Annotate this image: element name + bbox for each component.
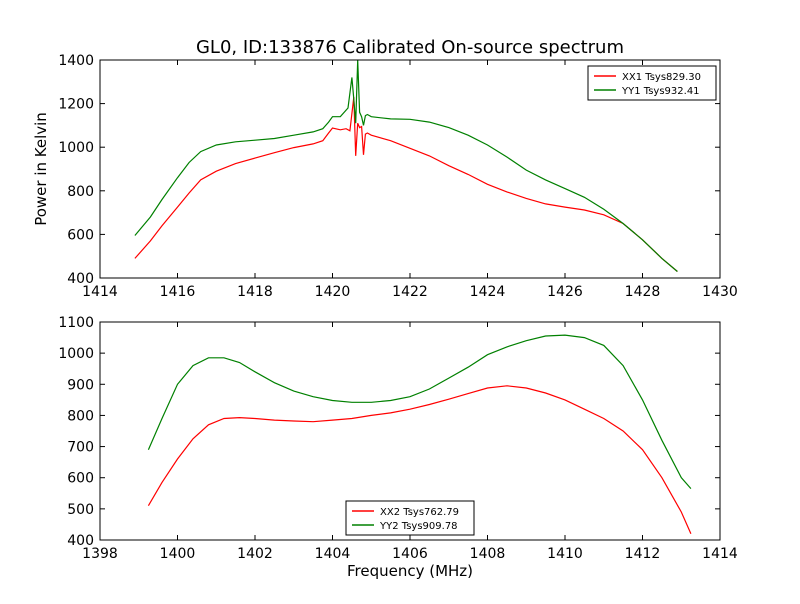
x-tick-label: 1428 <box>625 284 661 300</box>
y-tick-label: 1000 <box>58 346 94 362</box>
y-tick-label: 700 <box>67 440 94 456</box>
subplot-1: 1414 1416 1418 1420 1422 1424 1426 1428 1430 400 6… <box>32 53 738 300</box>
series-line-2-2 <box>147 334 692 489</box>
x-tick-label: 1398 <box>82 546 118 562</box>
series-line-1-2 <box>134 59 678 272</box>
y-axis-label: Power in Kelvin <box>32 112 50 226</box>
y-tick-label: 800 <box>67 408 94 424</box>
y-tick-label: 500 <box>67 502 94 518</box>
legend-label: YY1 Tsys932.41 <box>621 86 700 97</box>
y-tick-label: 1400 <box>58 53 94 69</box>
y-tick-label: 600 <box>67 471 94 487</box>
legend-label: XX2 Tsys762.79 <box>380 507 459 518</box>
x-tick-label: 1414 <box>702 546 738 562</box>
x-tick-label: 1416 <box>160 284 196 300</box>
x-axis-label: Frequency (MHz) <box>347 562 473 580</box>
x-tick-label: 1402 <box>237 546 273 562</box>
legend-2: XX2 Tsys762.79 YY2 Tsys909.78 <box>345 500 475 536</box>
x-tick-label: 1406 <box>392 546 428 562</box>
legend-label: XX1 Tsys829.30 <box>622 72 701 83</box>
y-tick-label: 1100 <box>58 315 94 331</box>
x-tick-label: 1412 <box>625 546 661 562</box>
legend-1: XX1 Tsys829.30 YY1 Tsys932.41 <box>587 65 717 101</box>
legend-box <box>587 65 717 101</box>
y-tick-label: 1200 <box>58 97 94 113</box>
y-tick-label: 400 <box>67 533 94 549</box>
x-tick-label: 1424 <box>470 284 506 300</box>
x-tick-label: 1430 <box>702 284 738 300</box>
series-line-1-1 <box>134 97 678 272</box>
legend-label: YY2 Tsys909.78 <box>379 521 458 532</box>
y-tick-label: 800 <box>67 184 94 200</box>
y-tick-label: 1000 <box>58 140 94 156</box>
x-tick-label: 1414 <box>82 284 118 300</box>
legend-box <box>345 500 475 536</box>
series-line-2-1 <box>147 385 692 535</box>
x-tick-label: 1408 <box>470 546 506 562</box>
y-tick-label: 900 <box>67 377 94 393</box>
y-tick-label: 400 <box>67 271 94 287</box>
figure-title: GL0, ID:133876 Calibrated On-source spec… <box>196 37 624 58</box>
x-tick-label: 1410 <box>547 546 583 562</box>
x-tick-label: 1418 <box>237 284 273 300</box>
x-tick-label: 1422 <box>392 284 428 300</box>
y-tick-label: 600 <box>67 227 94 243</box>
x-tick-label: 1426 <box>547 284 583 300</box>
subplot-2: 1398 1400 1402 1404 1406 1408 1410 1412 1414 400 5… <box>58 315 738 580</box>
x-tick-label: 1404 <box>315 546 351 562</box>
x-tick-label: 1420 <box>315 284 351 300</box>
x-tick-label: 1400 <box>160 546 196 562</box>
